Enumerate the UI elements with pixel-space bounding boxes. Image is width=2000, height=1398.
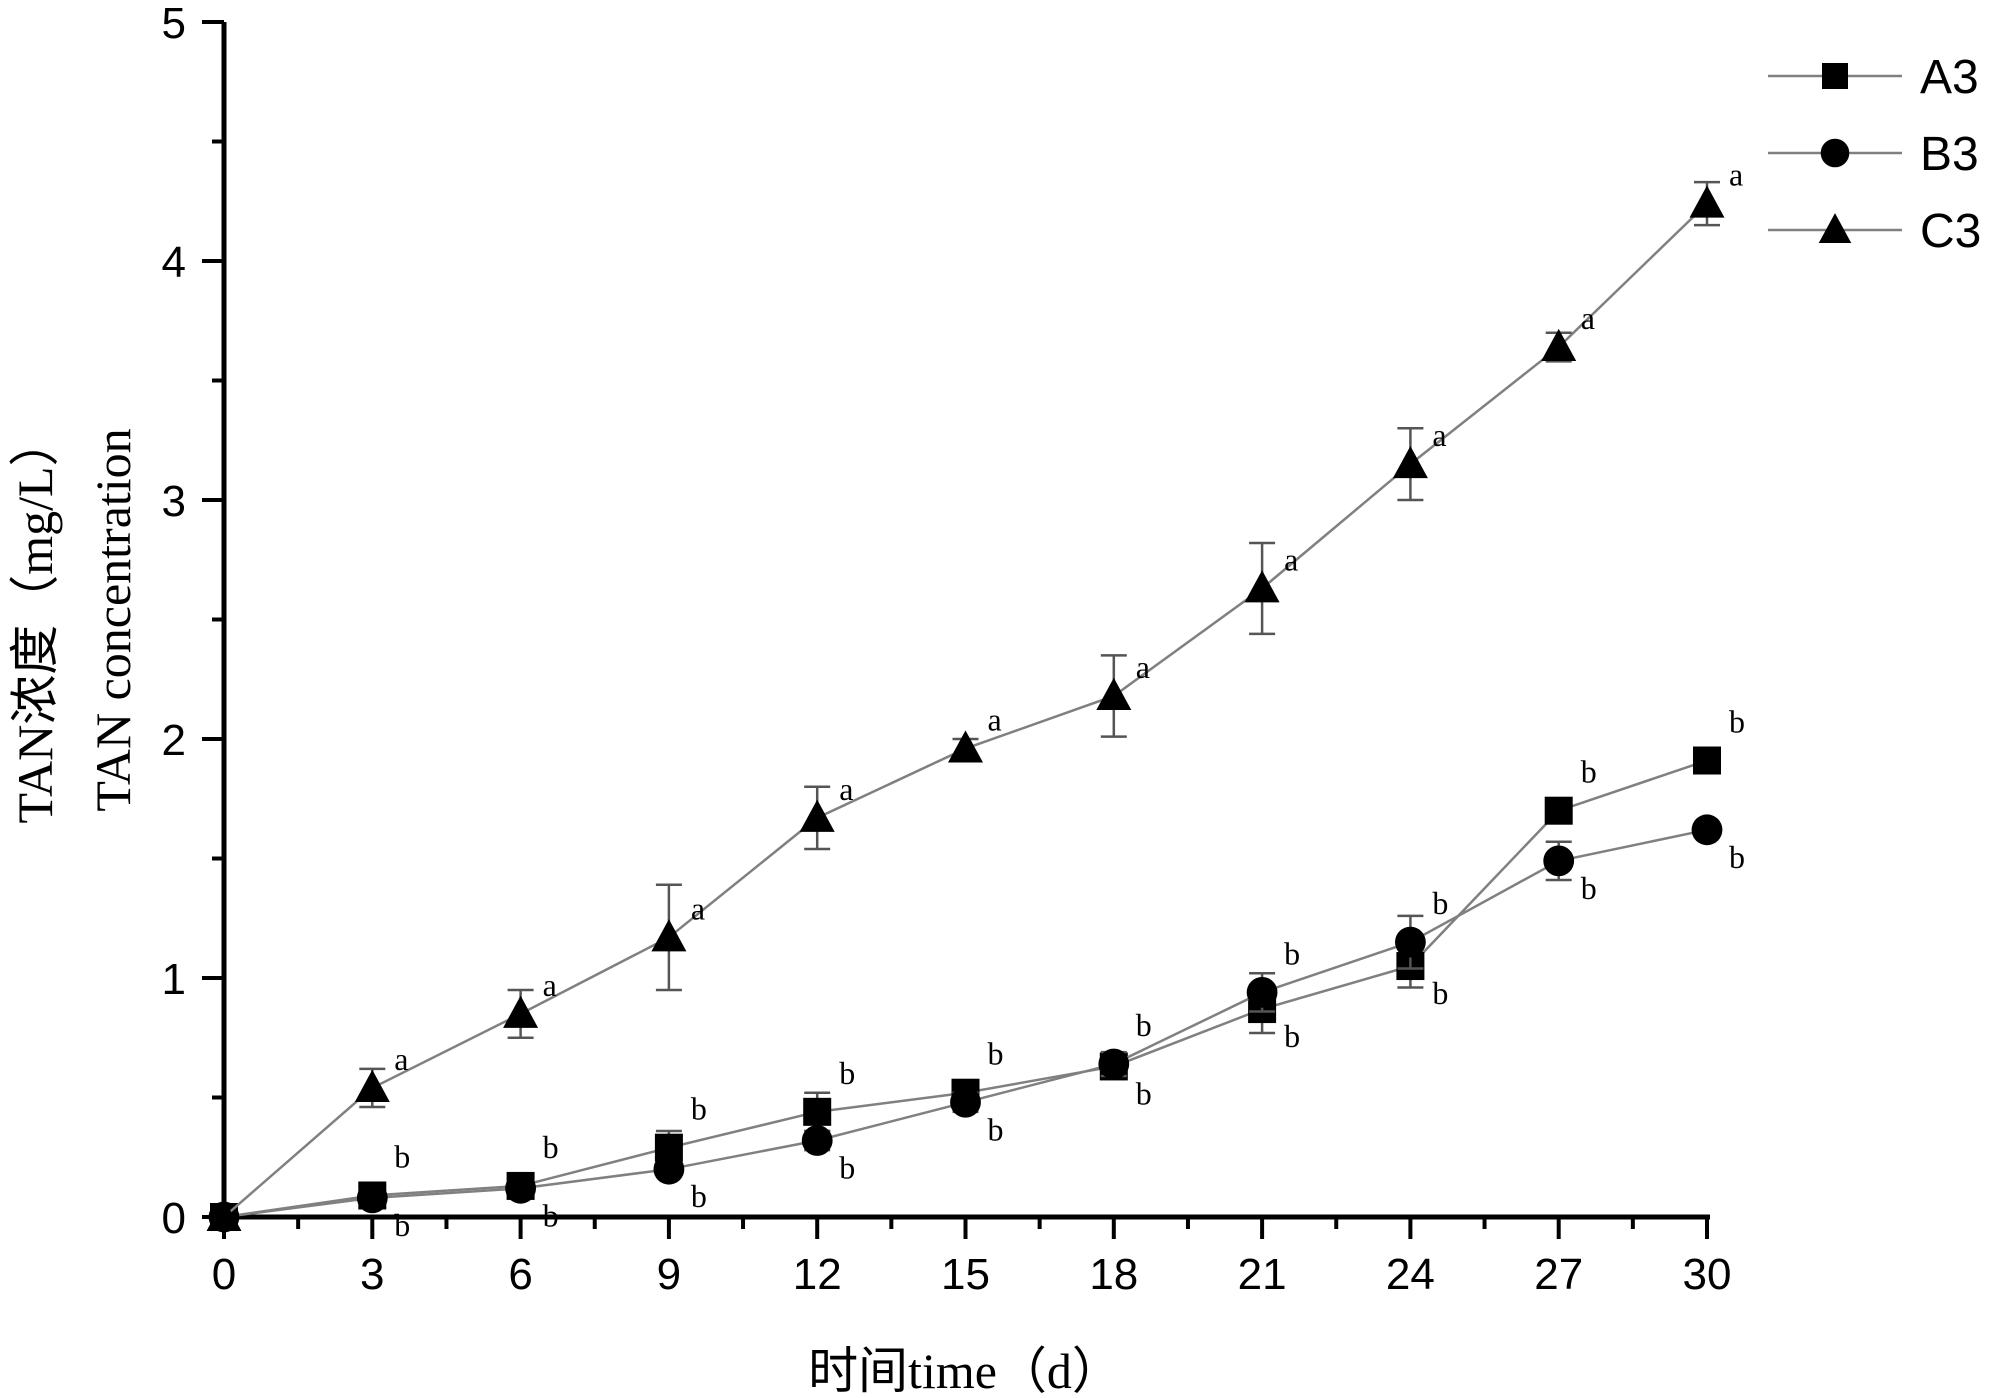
significance-letter: b — [543, 1197, 559, 1233]
significance-letter: b — [691, 1091, 707, 1127]
significance-letter: b — [1581, 754, 1597, 790]
significance-letter: b — [1136, 1007, 1152, 1043]
x-axis-label: 时间time（d） — [808, 1343, 1122, 1398]
significance-letter: b — [1284, 1018, 1300, 1054]
x-tick-label: 9 — [657, 1250, 681, 1299]
data-point — [1098, 1048, 1130, 1080]
x-tick-label: 15 — [941, 1250, 990, 1299]
x-tick-label: 24 — [1386, 1250, 1435, 1299]
data-point — [801, 1125, 833, 1156]
y-tick-label: 0 — [162, 1194, 186, 1243]
y-axis-label-line-1: TAN浓度（mg/L） — [7, 416, 63, 823]
significance-letter: a — [988, 702, 1002, 738]
legend-item-c3: C3 — [1768, 205, 1981, 258]
data-point — [1543, 845, 1575, 877]
data-point — [651, 919, 687, 952]
data-point — [1392, 445, 1428, 479]
data-point — [1395, 926, 1426, 958]
series-line — [223, 759, 1708, 1219]
significance-letter: a — [691, 890, 705, 926]
significance-letter: a — [1581, 300, 1595, 336]
significance-letter: b — [394, 1207, 410, 1243]
x-tick-label: 27 — [1534, 1250, 1583, 1299]
significance-letter: b — [543, 1129, 559, 1165]
significance-letter: b — [1729, 839, 1745, 875]
significance-letter: b — [1432, 885, 1448, 921]
x-tick-label: 3 — [360, 1250, 384, 1299]
significance-letter: b — [1581, 870, 1597, 906]
legend-marker — [1818, 213, 1852, 243]
legend-marker — [1822, 63, 1848, 89]
data-point — [950, 1086, 981, 1118]
data-point — [1244, 570, 1280, 603]
significance-letter: b — [691, 1178, 707, 1214]
x-tick-label: 6 — [508, 1250, 532, 1299]
legend-label: A3 — [1920, 51, 1979, 104]
significance-letter: b — [1432, 975, 1448, 1011]
significance-letter: a — [839, 771, 853, 807]
data-point — [1541, 328, 1577, 362]
x-tick-label: 0 — [212, 1250, 236, 1299]
legend-label: C3 — [1920, 205, 1981, 258]
data-point — [356, 1182, 388, 1214]
series-c3: a a a a a a a a a a — [206, 157, 1743, 1231]
y-tick-label: 2 — [162, 716, 186, 765]
legend-label: B3 — [1920, 128, 1979, 181]
significance-letter: a — [394, 1041, 408, 1077]
data-point — [1691, 814, 1723, 846]
data-point — [803, 1097, 832, 1126]
data-point — [206, 1198, 242, 1231]
legend: A3 B3 C3 — [1768, 51, 1981, 258]
significance-letter: b — [1729, 704, 1745, 740]
data-point — [1689, 185, 1725, 218]
significance-letter: b — [988, 1036, 1004, 1072]
x-tick-label: 30 — [1683, 1250, 1732, 1299]
y-tick-label: 5 — [162, 0, 186, 48]
y-tick-label: 1 — [162, 955, 186, 1004]
legend-item-b3: B3 — [1768, 128, 1979, 181]
significance-letter: a — [1284, 541, 1298, 577]
x-tick-label: 21 — [1238, 1250, 1287, 1299]
legend-item-a3: A3 — [1768, 51, 1979, 104]
significance-letter: a — [1729, 157, 1743, 193]
y-tick-label: 4 — [162, 238, 186, 287]
data-point — [1096, 677, 1132, 710]
significance-letter: b — [839, 1150, 855, 1186]
significance-letter: b — [394, 1138, 410, 1174]
data-point — [1693, 746, 1721, 775]
data-point — [503, 995, 539, 1028]
data-point — [354, 1069, 390, 1102]
significance-letter: b — [988, 1111, 1004, 1147]
significance-letter: b — [1136, 1075, 1152, 1111]
data-point — [948, 730, 983, 763]
y-tick-label: 3 — [162, 477, 186, 526]
y-axis-label-line-2: TAN concentration — [85, 428, 141, 811]
data-point — [1246, 976, 1278, 1008]
significance-letter: a — [1432, 417, 1446, 453]
significance-letter: b — [1284, 935, 1300, 971]
series-line — [223, 202, 1708, 1218]
legend-marker — [1820, 138, 1850, 168]
significance-letter: a — [1136, 649, 1150, 685]
data-point — [653, 1153, 685, 1185]
y-axis-label: TAN浓度（mg/L） TAN concentration — [7, 416, 141, 823]
data-point — [1544, 796, 1573, 825]
x-tick-label: 18 — [1089, 1250, 1138, 1299]
x-tick-label: 12 — [793, 1250, 842, 1299]
significance-letter: a — [543, 967, 557, 1003]
data-point — [505, 1172, 536, 1204]
significance-letter: b — [839, 1055, 855, 1091]
data-point — [799, 799, 835, 832]
